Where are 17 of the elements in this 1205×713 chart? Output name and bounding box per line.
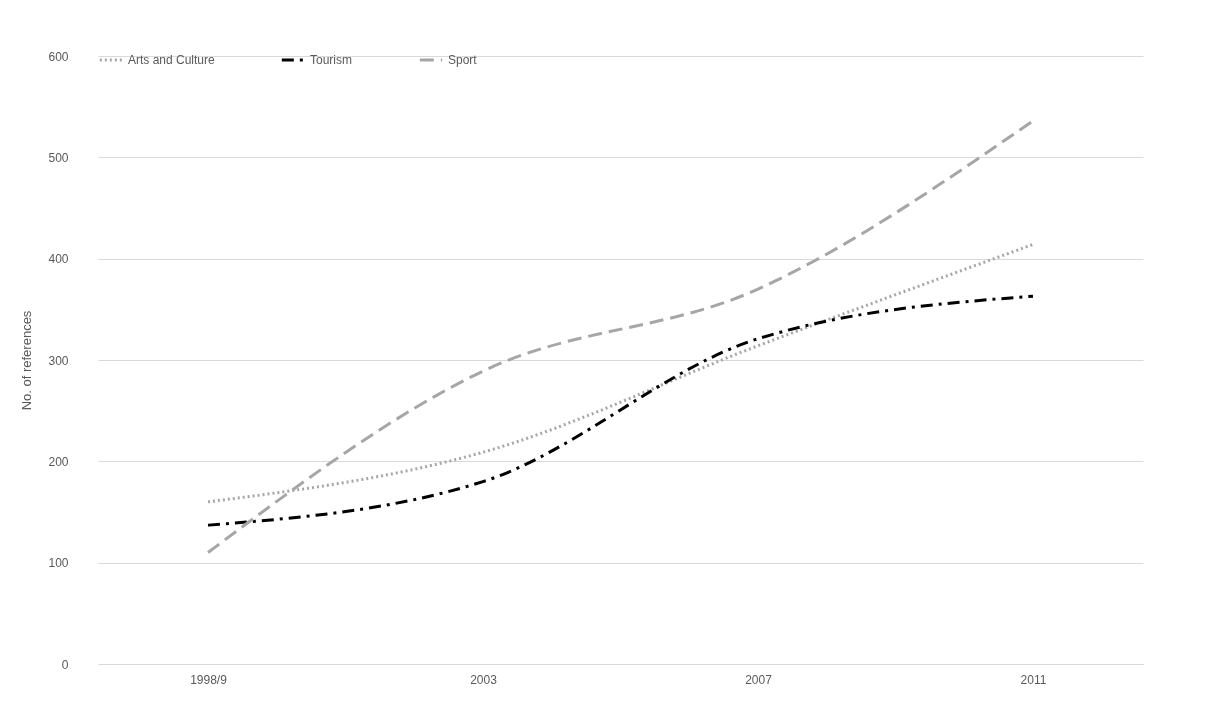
y-tick-label: 0 [61,657,69,672]
line-series [206,294,1035,527]
y-tick-label: 600 [48,49,69,64]
x-tick-label: 2003 [470,672,498,687]
line-series [206,119,1035,555]
y-tick-label: 200 [48,454,69,469]
y-tick-label: 300 [48,353,69,368]
legend-label: Sport [448,53,478,67]
x-tick-label: 2007 [745,672,773,687]
y-tick-label: 400 [48,252,69,267]
legend-label: Arts and Culture [128,53,216,67]
y-axis-title: No. of references [19,310,35,411]
legend-label: Tourism [310,53,353,67]
y-tick-label: 100 [48,556,69,571]
x-tick-label: 2011 [1020,672,1047,687]
y-tick-label: 500 [48,150,69,165]
x-tick-label: 1998/9 [190,672,228,687]
